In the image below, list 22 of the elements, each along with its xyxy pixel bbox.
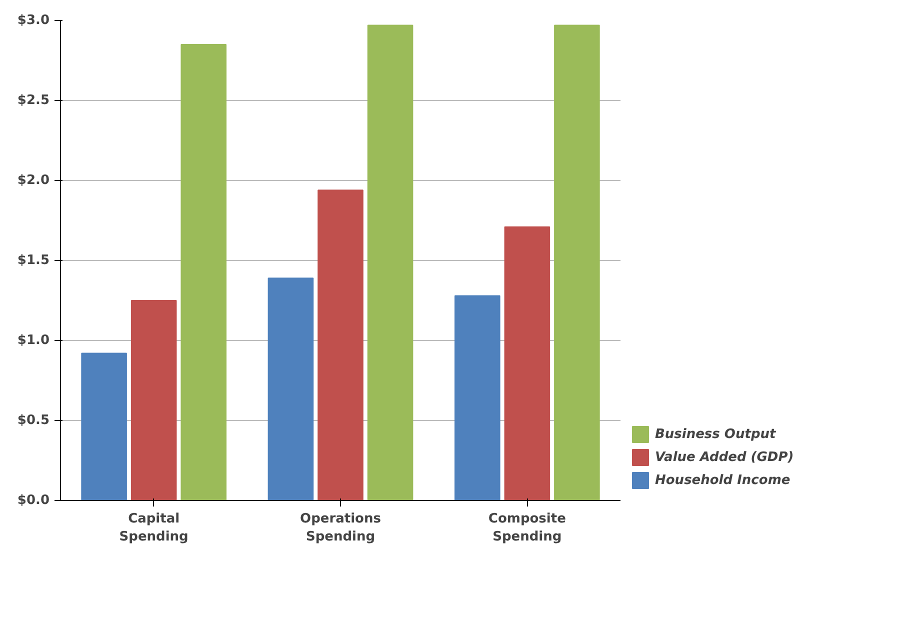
bar bbox=[367, 24, 414, 500]
legend-label: Value Added (GDP) bbox=[655, 450, 794, 464]
y-tick-label: $1.0 bbox=[17, 333, 50, 348]
x-tick-label: Composite Spending bbox=[488, 512, 566, 544]
y-tick-label: $1.5 bbox=[17, 253, 50, 268]
bar bbox=[554, 24, 600, 500]
y-tick-label: $0.5 bbox=[17, 413, 50, 428]
bar bbox=[504, 226, 550, 500]
bar bbox=[454, 295, 500, 500]
legend-label: Household Income bbox=[655, 472, 790, 488]
y-tick-label: $2.5 bbox=[17, 93, 50, 108]
bar bbox=[81, 352, 127, 500]
y-tick-label: $2.0 bbox=[17, 173, 50, 188]
y-tick-label: $3.0 bbox=[17, 13, 50, 28]
y-tick-label: $0.0 bbox=[17, 493, 50, 508]
x-tick-label: Capital Spending bbox=[119, 512, 188, 544]
legend-label: Business Output bbox=[655, 426, 776, 442]
bar bbox=[130, 300, 177, 500]
bar bbox=[318, 190, 364, 500]
x-tick-label: Operations Spending bbox=[300, 512, 382, 544]
bar bbox=[180, 44, 227, 500]
bar bbox=[268, 278, 314, 500]
